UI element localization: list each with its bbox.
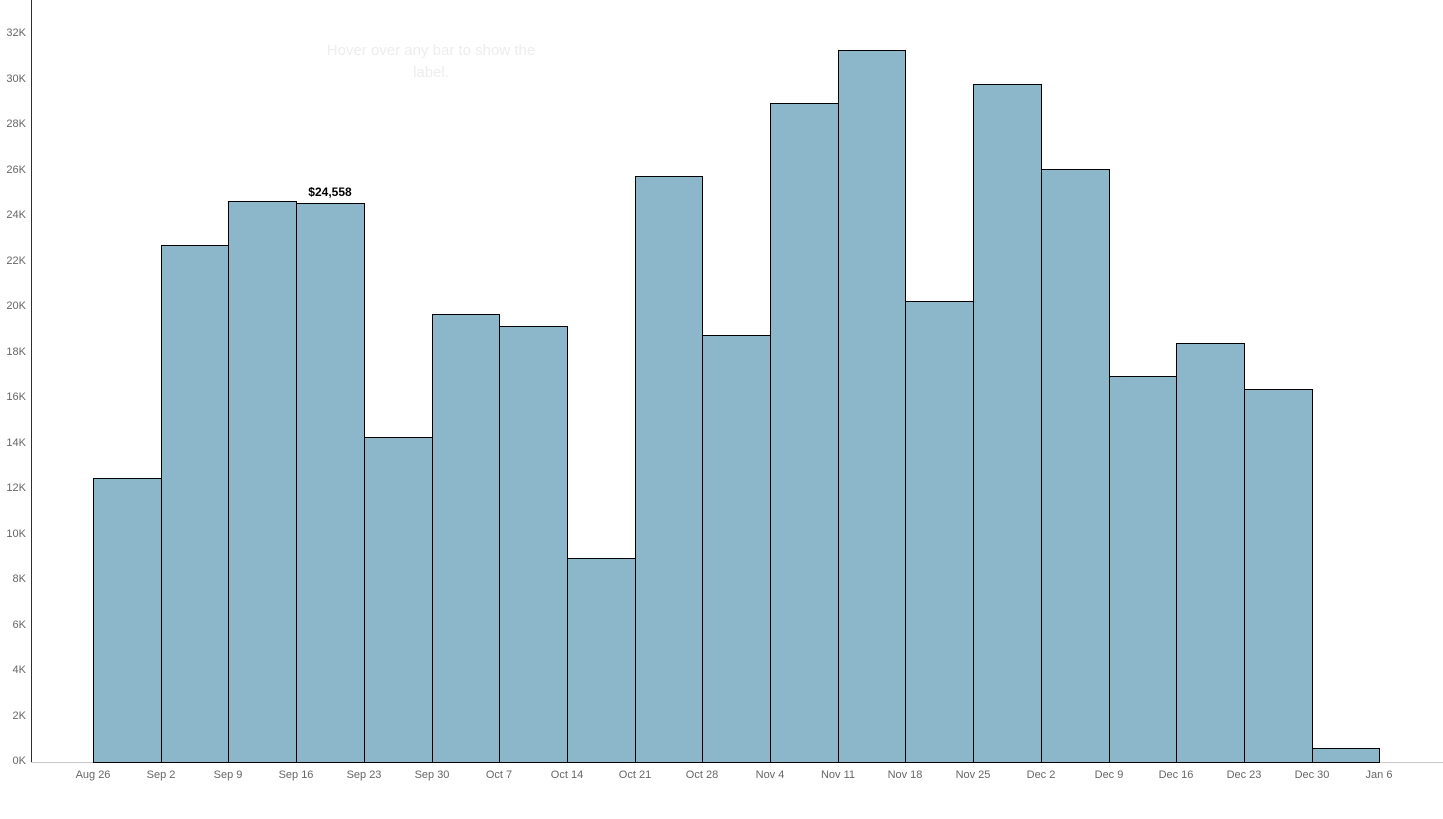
x-tick-label-jan-6: Jan 6 xyxy=(1365,769,1393,781)
y-tick-label-16K: 16K xyxy=(6,391,26,403)
x-tick-label-oct-7: Oct 7 xyxy=(485,769,513,781)
x-tick-label-nov-11: Nov 11 xyxy=(820,769,856,781)
bar-dec-23[interactable] xyxy=(1244,389,1313,763)
y-tick-label-12K: 12K xyxy=(6,482,26,494)
y-tick-label-22K: 22K xyxy=(6,254,26,267)
bar-sep-2[interactable] xyxy=(161,245,229,763)
x-tick-label-oct-28: Oct 28 xyxy=(685,769,719,781)
bar-sep-9[interactable] xyxy=(228,201,297,763)
hover-hint-text: Hover over any bar to show the label. xyxy=(326,42,536,81)
y-tick-label-24K: 24K xyxy=(6,209,26,221)
x-tick-label-nov-25: Nov 25 xyxy=(955,769,991,781)
bar-value-label: $24,558 xyxy=(308,185,352,199)
bar-aug-26[interactable] xyxy=(93,478,162,763)
x-tick-label-sep-30: Sep 30 xyxy=(414,769,450,781)
bar-oct-21[interactable] xyxy=(635,176,703,763)
y-tick-label-28K: 28K xyxy=(6,118,26,130)
y-axis-line xyxy=(31,0,32,762)
x-tick-label-aug-26: Aug 26 xyxy=(75,769,111,781)
x-tick-label-dec-16: Dec 16 xyxy=(1158,769,1194,781)
x-tick-label-sep-2: Sep 2 xyxy=(146,769,176,781)
bar-sep-23[interactable] xyxy=(364,437,433,763)
bar-nov-4[interactable] xyxy=(770,103,839,763)
bar-nov-11[interactable] xyxy=(838,50,906,763)
x-tick-label-dec-23: Dec 23 xyxy=(1226,769,1262,781)
x-tick-label-nov-18: Nov 18 xyxy=(887,769,923,781)
bar-dec-2[interactable] xyxy=(1041,169,1110,763)
y-tick-label-20K: 20K xyxy=(6,300,26,312)
bar-sep-16[interactable] xyxy=(296,203,365,763)
bar-oct-14[interactable] xyxy=(567,558,636,763)
x-tick-label-dec-2: Dec 2 xyxy=(1026,769,1056,781)
y-tick-label-18K: 18K xyxy=(6,345,26,358)
bar-nov-18[interactable] xyxy=(905,301,974,763)
x-tick-label-oct-21: Oct 21 xyxy=(618,769,652,781)
bar-oct-28[interactable] xyxy=(702,335,771,763)
y-tick-label-14K: 14K xyxy=(6,436,26,449)
bar-oct-7[interactable] xyxy=(499,326,568,763)
y-tick-label-10K: 10K xyxy=(6,527,26,540)
bar-dec-30[interactable] xyxy=(1312,748,1380,763)
x-tick-label-sep-16: Sep 16 xyxy=(278,769,314,781)
y-tick-label-8K: 8K xyxy=(12,573,26,585)
x-tick-label-sep-9: Sep 9 xyxy=(213,769,243,781)
x-tick-label-oct-14: Oct 14 xyxy=(550,769,584,781)
y-tick-label-2K: 2K xyxy=(12,709,26,722)
x-tick-label-dec-9: Dec 9 xyxy=(1094,769,1124,781)
y-tick-label-4K: 4K xyxy=(12,664,26,676)
y-tick-label-6K: 6K xyxy=(12,618,26,631)
y-tick-label-26K: 26K xyxy=(6,163,26,176)
x-tick-label-dec-30: Dec 30 xyxy=(1294,769,1330,781)
bar-dec-16[interactable] xyxy=(1176,343,1245,763)
y-tick-label-32K: 32K xyxy=(6,27,26,39)
x-tick-label-sep-23: Sep 23 xyxy=(346,769,382,781)
bar-dec-9[interactable] xyxy=(1109,376,1177,763)
y-tick-label-0K: 0K xyxy=(12,755,26,767)
x-tick-label-nov-4: Nov 4 xyxy=(755,769,785,781)
y-tick-label-30K: 30K xyxy=(6,72,26,85)
bar-sep-30[interactable] xyxy=(432,314,500,763)
bar-nov-25[interactable] xyxy=(973,84,1042,763)
